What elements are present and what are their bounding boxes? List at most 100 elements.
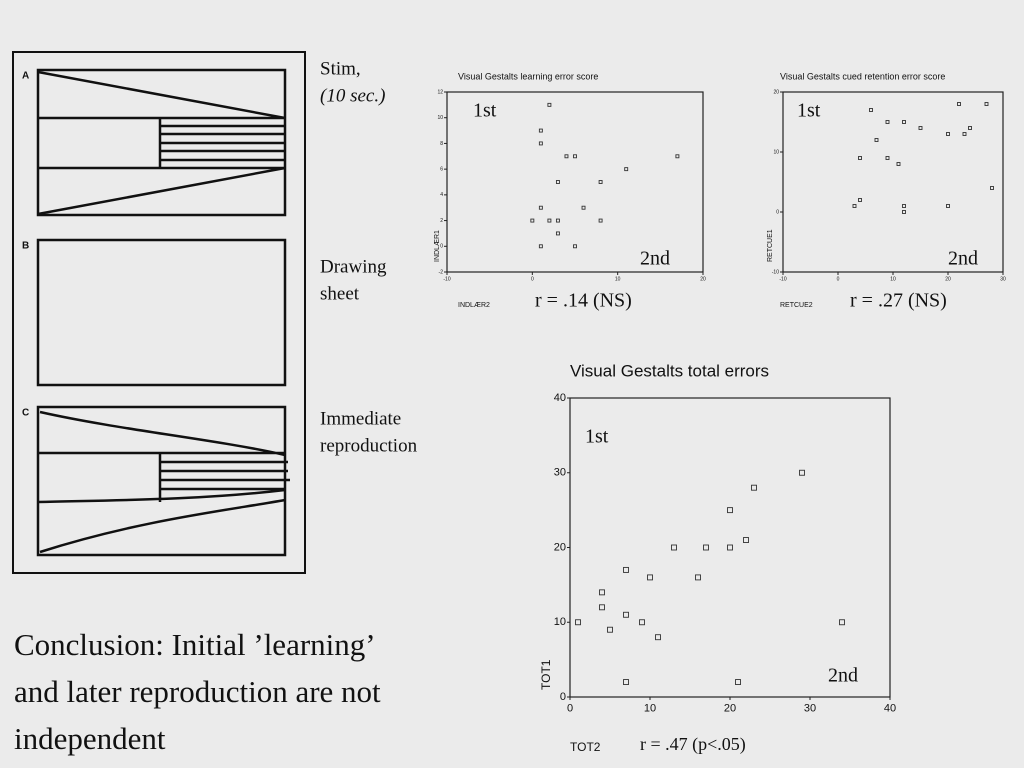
annotation: 1st — [797, 100, 821, 122]
data-point — [902, 210, 906, 214]
stimulus-figure — [12, 51, 306, 574]
annotation: r = .27 (NS) — [850, 290, 947, 312]
data-point — [990, 186, 994, 190]
data-point — [918, 126, 923, 130]
figure-frame — [12, 51, 306, 574]
data-point — [599, 589, 605, 596]
conclusion-line: independent — [14, 721, 166, 756]
conclusion-line: and later reproduction are not — [14, 674, 381, 709]
data-point — [547, 218, 552, 223]
data-point — [902, 204, 906, 208]
x-tick-label: 30 — [1000, 276, 1006, 282]
data-point — [647, 574, 653, 581]
conclusion-line: Conclusion: Initial ’learning’ — [14, 627, 376, 662]
data-point — [896, 162, 901, 166]
data-point — [599, 604, 605, 611]
panel-c-drawing — [37, 410, 290, 554]
x-tick-label: 10 — [615, 276, 621, 282]
data-point — [727, 507, 733, 514]
x-tick-label: 0 — [567, 703, 573, 715]
y-tick-label: 20 — [773, 89, 779, 95]
panel-caption: Stim, — [320, 58, 361, 79]
y-tick-label: 10 — [554, 616, 566, 628]
y-tick-label: -10 — [772, 269, 779, 275]
y-axis-label: INDLÆR1 — [434, 230, 441, 262]
x-axis-label: INDLÆR2 — [458, 302, 490, 309]
data-point — [598, 218, 603, 223]
panel-caption: reproduction — [320, 435, 418, 456]
data-point — [874, 138, 879, 142]
panel-b-box — [36, 238, 287, 387]
y-axis-label: RETCUE1 — [767, 229, 774, 262]
y-tick-label: 10 — [437, 115, 443, 121]
y-tick-label: 8 — [440, 141, 443, 147]
data-point — [623, 679, 629, 685]
y-tick-label: -2 — [439, 269, 444, 275]
data-point — [581, 205, 586, 210]
x-tick-label: 30 — [804, 703, 816, 715]
x-tick-label: -10 — [779, 276, 786, 282]
y-tick-label: 10 — [773, 149, 779, 155]
data-point — [547, 102, 552, 107]
data-point — [946, 204, 950, 208]
x-axis-label: RETCUE2 — [780, 302, 813, 309]
data-point — [743, 537, 749, 543]
x-tick-label: 40 — [884, 703, 896, 715]
data-point — [703, 544, 709, 551]
y-tick-label: 40 — [554, 392, 566, 404]
data-point — [962, 132, 967, 136]
data-point — [695, 574, 701, 581]
data-point — [573, 154, 577, 159]
data-point — [598, 180, 603, 184]
data-point — [538, 244, 543, 249]
data-point — [555, 218, 560, 223]
data-point — [555, 180, 560, 184]
data-point — [538, 205, 543, 210]
data-point — [968, 126, 972, 130]
panel-letter: B — [22, 241, 29, 252]
annotation: 1st — [585, 426, 609, 448]
y-axis-label: TOT1 — [539, 659, 553, 690]
plot-frame — [569, 397, 891, 698]
data-point — [858, 198, 862, 202]
data-point — [858, 156, 862, 160]
y-tick-label: 2 — [440, 218, 443, 224]
panel-letter: A — [22, 71, 29, 82]
x-axis-label: TOT2 — [570, 740, 601, 754]
y-tick-label: 12 — [437, 89, 443, 95]
data-point — [727, 544, 733, 551]
y-tick-label: 0 — [776, 209, 779, 215]
x-tick-label: 10 — [644, 703, 656, 715]
y-tick-label: 6 — [440, 166, 443, 172]
panel-caption: sheet — [320, 283, 360, 304]
x-tick-label: 0 — [837, 276, 840, 282]
chart-title: Visual Gestalts total errors — [570, 361, 769, 380]
annotation: r = .47 (p<.05) — [640, 734, 746, 755]
data-point — [799, 469, 805, 476]
data-point — [623, 566, 629, 573]
data-point — [869, 108, 873, 112]
data-point — [885, 120, 890, 124]
panel-a-drawing — [37, 70, 286, 216]
panel-caption: (10 sec.) — [320, 85, 385, 106]
data-point — [564, 154, 569, 159]
data-point — [902, 120, 906, 124]
chart: Visual Gestalts total errors TOT2 TOT1 0 10 2… — [539, 361, 896, 755]
data-point — [984, 102, 989, 106]
annotation: r = .14 (NS) — [535, 290, 632, 312]
chart: Visual Gestalts cued retention error sco… — [767, 71, 1006, 311]
x-tick-label: 20 — [945, 276, 951, 282]
y-tick-label: 30 — [554, 467, 566, 479]
data-point — [675, 154, 680, 159]
chart-title: Visual Gestalts cued retention error sco… — [780, 71, 945, 81]
data-point — [538, 128, 543, 133]
data-point — [885, 156, 890, 160]
data-point — [624, 167, 629, 172]
chart: Visual Gestalts learning error score INDL… — [434, 71, 706, 311]
plot-frame — [446, 91, 704, 273]
panel-caption: Drawing — [320, 256, 387, 277]
y-tick-label: 0 — [560, 691, 566, 703]
data-point — [607, 626, 613, 633]
